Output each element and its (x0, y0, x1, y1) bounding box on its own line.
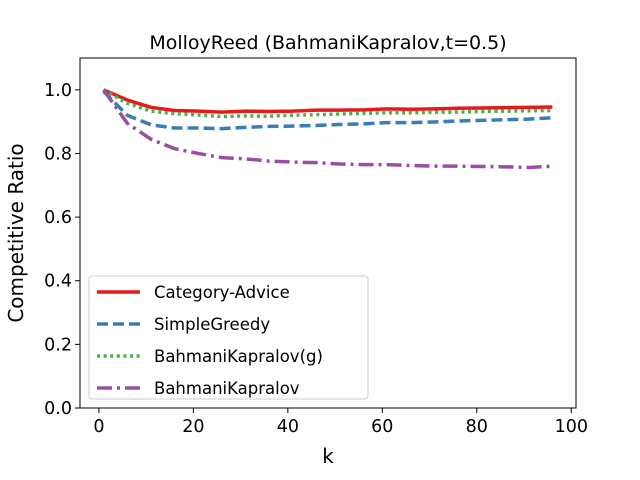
x-tick-label: 100 (555, 417, 588, 437)
x-tick-label: 0 (93, 417, 104, 437)
legend-label-3: BahmaniKapralov (154, 379, 300, 398)
y-tick-label: 0.6 (44, 208, 72, 228)
series-line-0 (102, 88, 553, 114)
y-tick-label: 0.2 (44, 335, 72, 355)
legend-box (88, 275, 369, 400)
y-tick-label: 1.0 (44, 81, 72, 101)
x-tick-label: 20 (182, 417, 204, 437)
series-line-3 (102, 88, 553, 170)
x-axis-label: k (322, 444, 334, 468)
y-tick-label: 0.4 (44, 272, 72, 292)
axis-ticks: 0 20 40 60 80 100 0.0 0.2 0.4 0.6 0.8 1.0 (44, 81, 588, 437)
chart-title: MolloyReed (BahmaniKapralov,t=0.5) (149, 32, 506, 54)
x-tick-label: 40 (277, 417, 299, 437)
series-lines (102, 88, 553, 170)
x-tick-label: 60 (371, 417, 393, 437)
legend-label-2: BahmaniKapralov(g) (154, 347, 323, 366)
legend-label-1: SimpleGreedy (154, 315, 270, 334)
series-line-2 (102, 88, 553, 119)
series-line-1 (102, 90, 553, 131)
y-axis-label: Competitive Ratio (4, 143, 28, 322)
y-tick-label: 0.0 (44, 399, 72, 419)
legend-label-0: Category-Advice (154, 283, 290, 302)
plot-area (79, 57, 577, 409)
legend: Category-Advice SimpleGreedy BahmaniKapral… (88, 275, 369, 400)
x-tick-label: 80 (466, 417, 488, 437)
y-tick-label: 0.8 (44, 144, 72, 164)
